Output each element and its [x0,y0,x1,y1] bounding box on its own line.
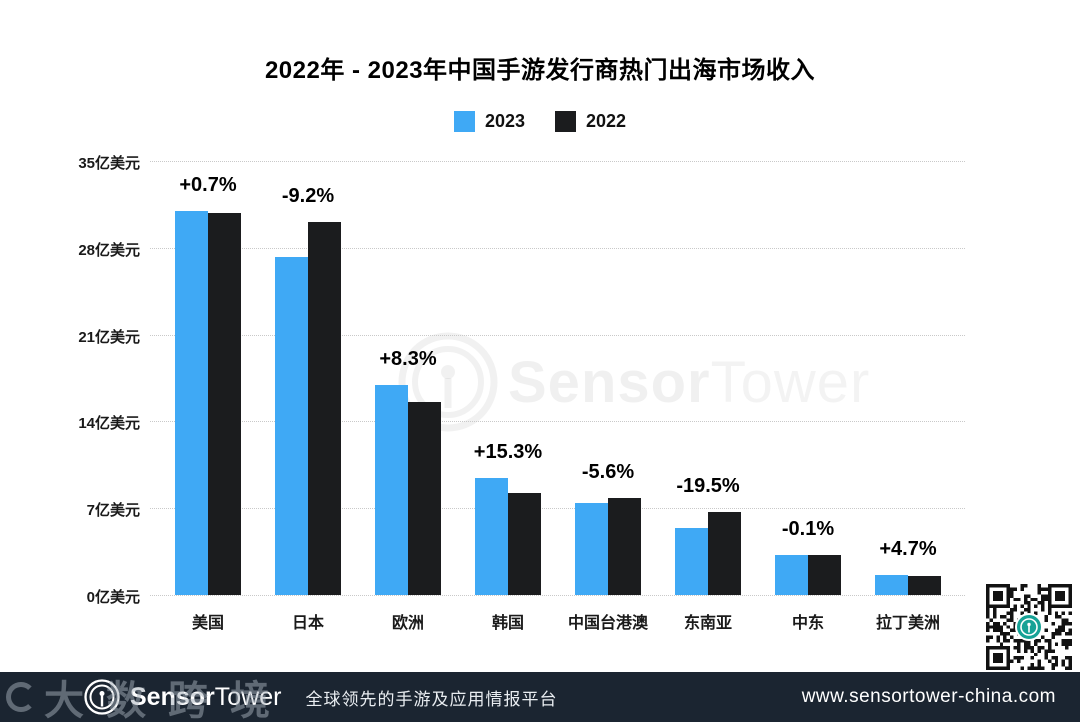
y-tick-label: 14亿美元 [78,415,140,433]
qr-pattern [986,584,1072,670]
y-tick-label: 28亿美元 [78,241,140,259]
x-tick-label-中国台港澳: 中国台港澳 [567,615,648,632]
bar-2023-拉丁美洲 [875,575,908,595]
y-tick-label: 35亿美元 [78,155,140,172]
bar-2022-中东 [808,555,841,595]
x-tick-label-美国: 美国 [191,615,224,632]
bar-2022-美国 [208,213,241,595]
chart-title: 2022年 - 2023年中国手游发行商热门出海市场收入 [264,57,816,84]
gridline-7 [150,508,965,510]
bar-chart-plot-area: +0.7% -9.2% +8.3% +15.3% -5.6% -19.5% -0.1% +4.… [150,161,965,596]
legend-swatch-2023 [453,111,475,132]
bar-2023-中东 [775,555,808,595]
footer-website-url: www.sensortower-china.com [801,686,1056,707]
legend-item-2023: 2023 [453,111,525,132]
bar-2022-日本 [308,221,341,595]
bar-2023-韩国 [475,478,508,595]
qr-center-logo-icon [1015,613,1043,641]
footer-tagline: 全球领先的手游及应用情报平台 [305,689,558,709]
y-tick-label: 7亿美元 [86,502,140,520]
gridline-14 [150,421,965,423]
footer-bar: SensorTower 全球领先的手游及应用情报平台 www.sensortow… [0,672,1080,722]
x-tick-label-日本: 日本 [291,615,324,632]
x-tick-label-韩国: 韩国 [491,615,524,632]
sensortower-logo-icon [84,679,120,715]
y-tick-label: 21亿美元 [78,328,140,346]
bar-2023-中国台港澳 [575,503,608,595]
change-label-韩国: +15.3% [473,441,543,464]
footer-brand-text: SensorTower [130,682,282,711]
bar-2023-东南亚 [675,528,708,595]
gridline-0 [150,595,965,596]
chart-legend: 2023 2022 [0,111,1080,132]
legend-label-2023: 2023 [484,111,525,131]
x-tick-label-中东: 中东 [791,615,824,632]
bar-2022-欧洲 [408,401,441,595]
x-tick-label-拉丁美洲: 拉丁美洲 [875,615,940,632]
change-label-东南亚: -19.5% [676,474,740,497]
change-label-美国: +0.7% [179,173,237,196]
change-label-中国台港澳: -5.6% [581,461,635,484]
x-tick-label-欧洲: 欧洲 [391,615,424,632]
change-label-拉丁美洲: +4.7% [879,538,937,561]
change-label-日本: -9.2% [281,184,335,207]
qr-code [986,584,1072,670]
x-tick-label-东南亚: 东南亚 [683,615,732,632]
gridline-28 [150,247,965,249]
bar-2023-欧洲 [375,385,408,595]
bar-2022-中国台港澳 [608,498,641,595]
bar-2022-东南亚 [708,511,741,595]
y-tick-label: 0亿美元 [86,589,140,606]
footer-brand: SensorTower [83,678,281,716]
bar-2023-日本 [275,256,308,595]
legend-swatch-2022 [555,111,576,132]
gridline-21 [150,334,965,336]
legend-item-2022: 2022 [555,111,626,132]
bar-2022-拉丁美洲 [908,575,941,595]
legend-label-2022: 2022 [586,111,627,131]
bar-2023-美国 [175,210,208,595]
gridline-35 [150,161,965,162]
change-label-中东: -0.1% [781,518,835,541]
change-label-欧洲: +8.3% [379,348,437,371]
bar-2022-韩国 [508,493,541,595]
